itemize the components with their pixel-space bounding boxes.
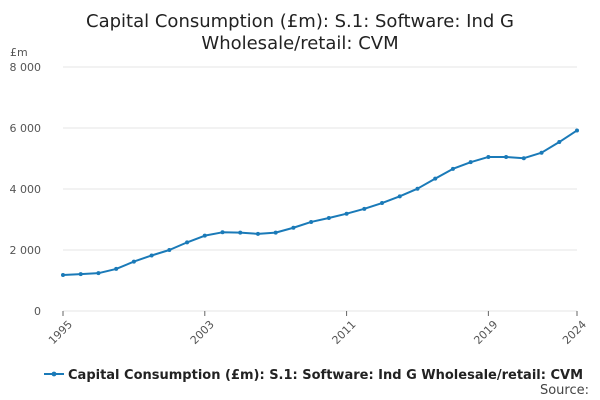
chart-title-line-1: Capital Consumption (£m): S.1: Software:… — [86, 11, 514, 32]
data-point-2003[interactable] — [202, 233, 207, 238]
data-point-2014[interactable] — [397, 194, 402, 199]
data-point-1997[interactable] — [96, 271, 101, 276]
data-point-2002[interactable] — [185, 240, 190, 245]
data-point-2017[interactable] — [450, 166, 455, 171]
y-tick-label: 8 000 — [10, 61, 42, 74]
y-tick-label: 2 000 — [10, 244, 42, 257]
data-point-2016[interactable] — [433, 176, 438, 181]
y-tick-label: 0 — [34, 305, 41, 318]
data-point-2013[interactable] — [380, 201, 385, 206]
data-point-2015[interactable] — [415, 186, 420, 191]
data-point-2022[interactable] — [539, 150, 544, 155]
data-point-2007[interactable] — [273, 230, 278, 235]
series-layer — [61, 128, 579, 278]
legend[interactable]: Capital Consumption (£m): S.1: Software:… — [44, 368, 583, 383]
x-axis-ticks: 1995 2003 2011 2019 2024 — [46, 311, 589, 347]
data-point-2004[interactable] — [220, 230, 225, 235]
data-point-2020[interactable] — [504, 154, 509, 159]
legend-marker — [51, 371, 57, 377]
data-point-2010[interactable] — [326, 215, 331, 220]
data-point-2008[interactable] — [291, 225, 296, 230]
data-point-1995[interactable] — [61, 273, 65, 278]
data-point-2006[interactable] — [255, 231, 260, 236]
x-tick-label: 2024 — [560, 318, 589, 347]
gridlines — [63, 66, 577, 312]
data-point-1999[interactable] — [131, 259, 136, 264]
y-axis-unit-label: £m — [10, 46, 28, 59]
source-label: Source: — [540, 383, 589, 398]
data-point-1996[interactable] — [78, 272, 83, 277]
x-tick-label: 1995 — [46, 318, 75, 347]
data-point-2021[interactable] — [521, 156, 526, 161]
y-axis-ticks: 0 2 000 4 000 6 000 8 000 — [10, 61, 42, 318]
data-point-2024[interactable] — [575, 128, 579, 133]
data-point-2011[interactable] — [344, 211, 349, 216]
data-point-2000[interactable] — [149, 253, 154, 258]
data-point-1998[interactable] — [114, 266, 119, 271]
series-line-0 — [62, 129, 578, 277]
legend-label: Capital Consumption (£m): S.1: Software:… — [68, 368, 583, 383]
y-tick-label: 6 000 — [10, 122, 42, 135]
y-tick-label: 4 000 — [10, 183, 42, 196]
data-point-2001[interactable] — [167, 248, 172, 252]
chart-title-line-2: Wholesale/retail: CVM — [201, 33, 398, 54]
data-point-2019[interactable] — [486, 154, 491, 159]
data-point-2023[interactable] — [557, 140, 562, 145]
data-point-2012[interactable] — [362, 206, 367, 211]
x-tick-label: 2003 — [188, 318, 217, 347]
data-point-2009[interactable] — [309, 219, 314, 224]
data-point-2005[interactable] — [238, 230, 243, 235]
x-tick-label: 2011 — [330, 318, 359, 347]
x-tick-label: 2019 — [471, 318, 500, 347]
data-point-2018[interactable] — [468, 160, 473, 165]
